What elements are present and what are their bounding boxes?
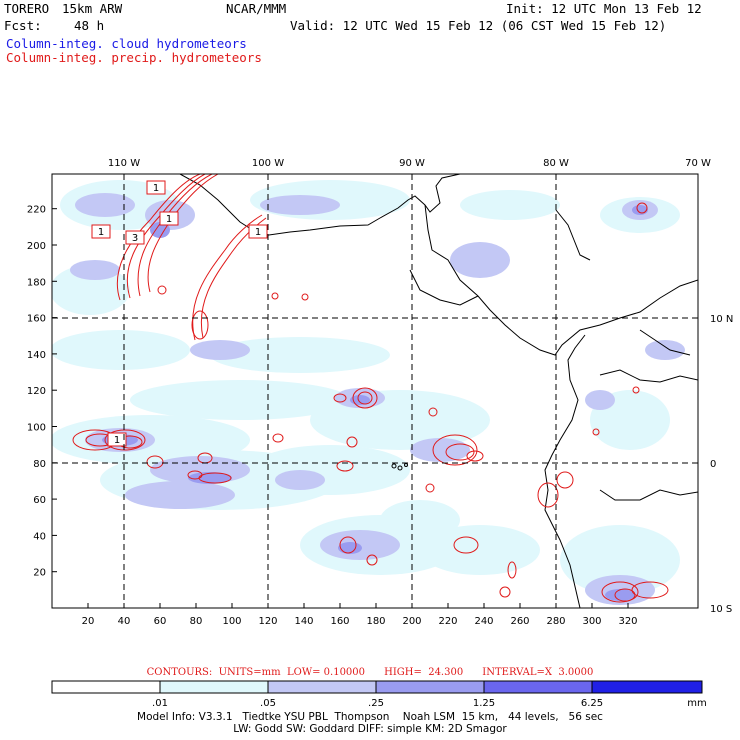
contours-summary: CONTOURS: UNITS=mm LOW= 0.10000 HIGH= 24… xyxy=(146,667,594,678)
y-tick-label: 100 xyxy=(27,423,46,434)
model-name: TORERO xyxy=(4,1,50,16)
x-tick-label: 200 xyxy=(402,616,421,627)
colorbar-label: .25 xyxy=(368,698,384,709)
x-tick-label: 80 xyxy=(190,616,203,627)
y-tick-label: 20 xyxy=(33,568,46,579)
colorbar: .01 .05 .25 1.25 6.25 mm xyxy=(51,680,707,709)
y-axis-labels: 20 40 60 80 100 120 140 160 180 200 220 xyxy=(27,205,46,579)
y-tick-label: 200 xyxy=(27,241,46,252)
plot-frame xyxy=(51,173,699,609)
organization: NCAR/MMM xyxy=(226,1,287,16)
model-info-line2: LW: Godd SW: Goddard DIFF: simple KM: 2D… xyxy=(233,723,507,735)
x-tick-label: 40 xyxy=(118,616,131,627)
init-time: Init: 12 UTC Mon 13 Feb 12 xyxy=(506,1,702,16)
longitude-label: 70 W xyxy=(685,158,711,169)
latitude-labels: 10 N 0 10 S xyxy=(710,314,733,615)
y-tick-label: 180 xyxy=(27,277,46,288)
contour-label: 1 xyxy=(114,435,120,446)
contour-label: 3 xyxy=(132,233,138,244)
longitude-labels: 110 W 100 W 90 W 80 W 70 W xyxy=(108,158,711,169)
y-tick-label: 160 xyxy=(27,314,46,325)
contour-label: 1 xyxy=(98,227,104,238)
x-tick-label: 240 xyxy=(474,616,493,627)
lat-lon-grid xyxy=(52,174,698,608)
model-info-line1: Model Info: V3.3.1 Tiedtke YSU PBL Thomp… xyxy=(137,711,603,723)
x-tick-label: 100 xyxy=(222,616,241,627)
contour-labels: 1 1 3 1 1 1 xyxy=(91,180,268,447)
latitude-label: 0 xyxy=(710,459,716,470)
valid-time: Valid: 12 UTC Wed 15 Feb 12 (06 CST Wed … xyxy=(290,18,667,33)
fcst-hours: 48 h xyxy=(74,18,105,33)
precip-contours xyxy=(72,174,669,603)
x-tick-label: 180 xyxy=(366,616,385,627)
x-tick-label: 300 xyxy=(582,616,601,627)
x-tick-label: 220 xyxy=(438,616,457,627)
y-tick-label: 80 xyxy=(33,459,46,470)
latitude-label: 10 S xyxy=(710,604,732,615)
longitude-label: 100 W xyxy=(252,158,284,169)
field-precip-title: Column-integ. precip. hydrometeors xyxy=(6,50,262,65)
longitude-label: 80 W xyxy=(543,158,569,169)
y-tick-label: 140 xyxy=(27,350,46,361)
contour-label: 1 xyxy=(166,214,172,225)
x-tick-label: 260 xyxy=(510,616,529,627)
colorbar-label: 6.25 xyxy=(581,698,603,709)
y-tick-label: 120 xyxy=(27,386,46,397)
colorbar-units: mm xyxy=(687,698,706,709)
colorbar-label: .01 xyxy=(152,698,168,709)
latitude-label: 10 N xyxy=(710,314,733,325)
x-tick-label: 280 xyxy=(546,616,565,627)
x-tick-label: 20 xyxy=(82,616,95,627)
x-tick-label: 120 xyxy=(258,616,277,627)
colorbar-label: .05 xyxy=(260,698,276,709)
fcst-label: Fcst: xyxy=(4,18,42,33)
longitude-label: 110 W xyxy=(108,158,140,169)
longitude-label: 90 W xyxy=(399,158,425,169)
x-tick-label: 160 xyxy=(330,616,349,627)
x-tick-label: 320 xyxy=(618,616,637,627)
field-cloud-title: Column-integ. cloud hydrometeors xyxy=(6,36,247,51)
colorbar-label: 1.25 xyxy=(473,698,495,709)
x-axis-labels: 20 40 60 80 100 120 140 160 180 200 220 240 260 280 30… xyxy=(82,616,638,627)
y-tick-label: 40 xyxy=(33,531,46,542)
x-tick-label: 140 xyxy=(294,616,313,627)
contour-label: 1 xyxy=(153,183,159,194)
y-tick-label: 220 xyxy=(27,205,46,216)
y-tick-label: 60 xyxy=(33,495,46,506)
axis-ticks xyxy=(52,208,629,608)
model-run: 15km ARW xyxy=(62,1,123,16)
contour-label: 1 xyxy=(255,227,261,238)
x-tick-label: 60 xyxy=(154,616,167,627)
